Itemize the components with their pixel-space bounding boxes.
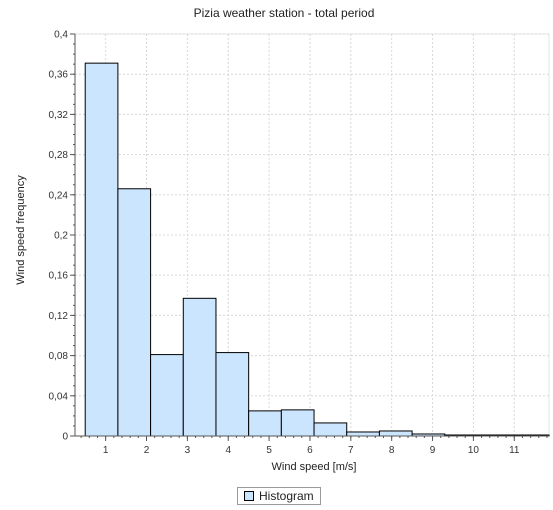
histogram-bars xyxy=(84,62,550,437)
y-tick-label: 0,04 xyxy=(49,391,69,402)
x-tick-label: 11 xyxy=(509,445,520,456)
x-tick-label: 2 xyxy=(144,445,150,456)
histogram-bar xyxy=(150,354,184,437)
y-tick-label: 0,28 xyxy=(49,150,69,161)
x-tick-label: 10 xyxy=(468,445,480,456)
legend-label-histogram: Histogram xyxy=(259,489,314,503)
x-tick-label: 9 xyxy=(430,445,436,456)
x-tick-label: 1 xyxy=(103,445,109,456)
x-tick-label: 3 xyxy=(185,445,191,456)
legend: Histogram xyxy=(237,487,321,505)
y-tick-label: 0,32 xyxy=(49,110,69,121)
histogram-bar xyxy=(280,409,315,437)
y-tick-label: 0 xyxy=(62,432,68,443)
x-tick-label: 4 xyxy=(225,445,231,456)
x-tick-label: 6 xyxy=(307,445,313,456)
chart-title: Pizia weather station - total period xyxy=(194,6,375,20)
histogram-bar xyxy=(378,430,413,437)
legend-swatch-histogram xyxy=(244,491,254,501)
y-tick-label: 0,4 xyxy=(54,30,68,41)
histogram-bar xyxy=(182,297,217,437)
y-tick-label: 0,24 xyxy=(49,190,69,201)
histogram-bar xyxy=(346,431,380,437)
y-tick-label: 0,2 xyxy=(54,231,68,242)
x-tick-label: 8 xyxy=(389,445,395,456)
histogram-bar xyxy=(84,62,119,437)
y-tick-label: 0,08 xyxy=(49,351,69,362)
y-tick-label: 0,12 xyxy=(49,311,69,322)
x-tick-label: 7 xyxy=(348,445,354,456)
histogram-bar xyxy=(117,188,152,437)
y-tick-label: 0,16 xyxy=(49,271,69,282)
y-axis-label: Wind speed frequency xyxy=(15,175,27,285)
histogram-bar xyxy=(215,352,250,437)
x-axis-label: Wind speed [m/s] xyxy=(272,461,357,473)
x-tick-label: 5 xyxy=(266,445,272,456)
histogram-bar xyxy=(248,410,282,437)
histogram-bar xyxy=(313,422,348,437)
y-tick-label: 0,36 xyxy=(49,70,69,81)
axes: 0 0,04 0,08 0,12 0,16 0,2 0,24 0,28 0,32 0,36 0,4 1… xyxy=(49,30,549,456)
